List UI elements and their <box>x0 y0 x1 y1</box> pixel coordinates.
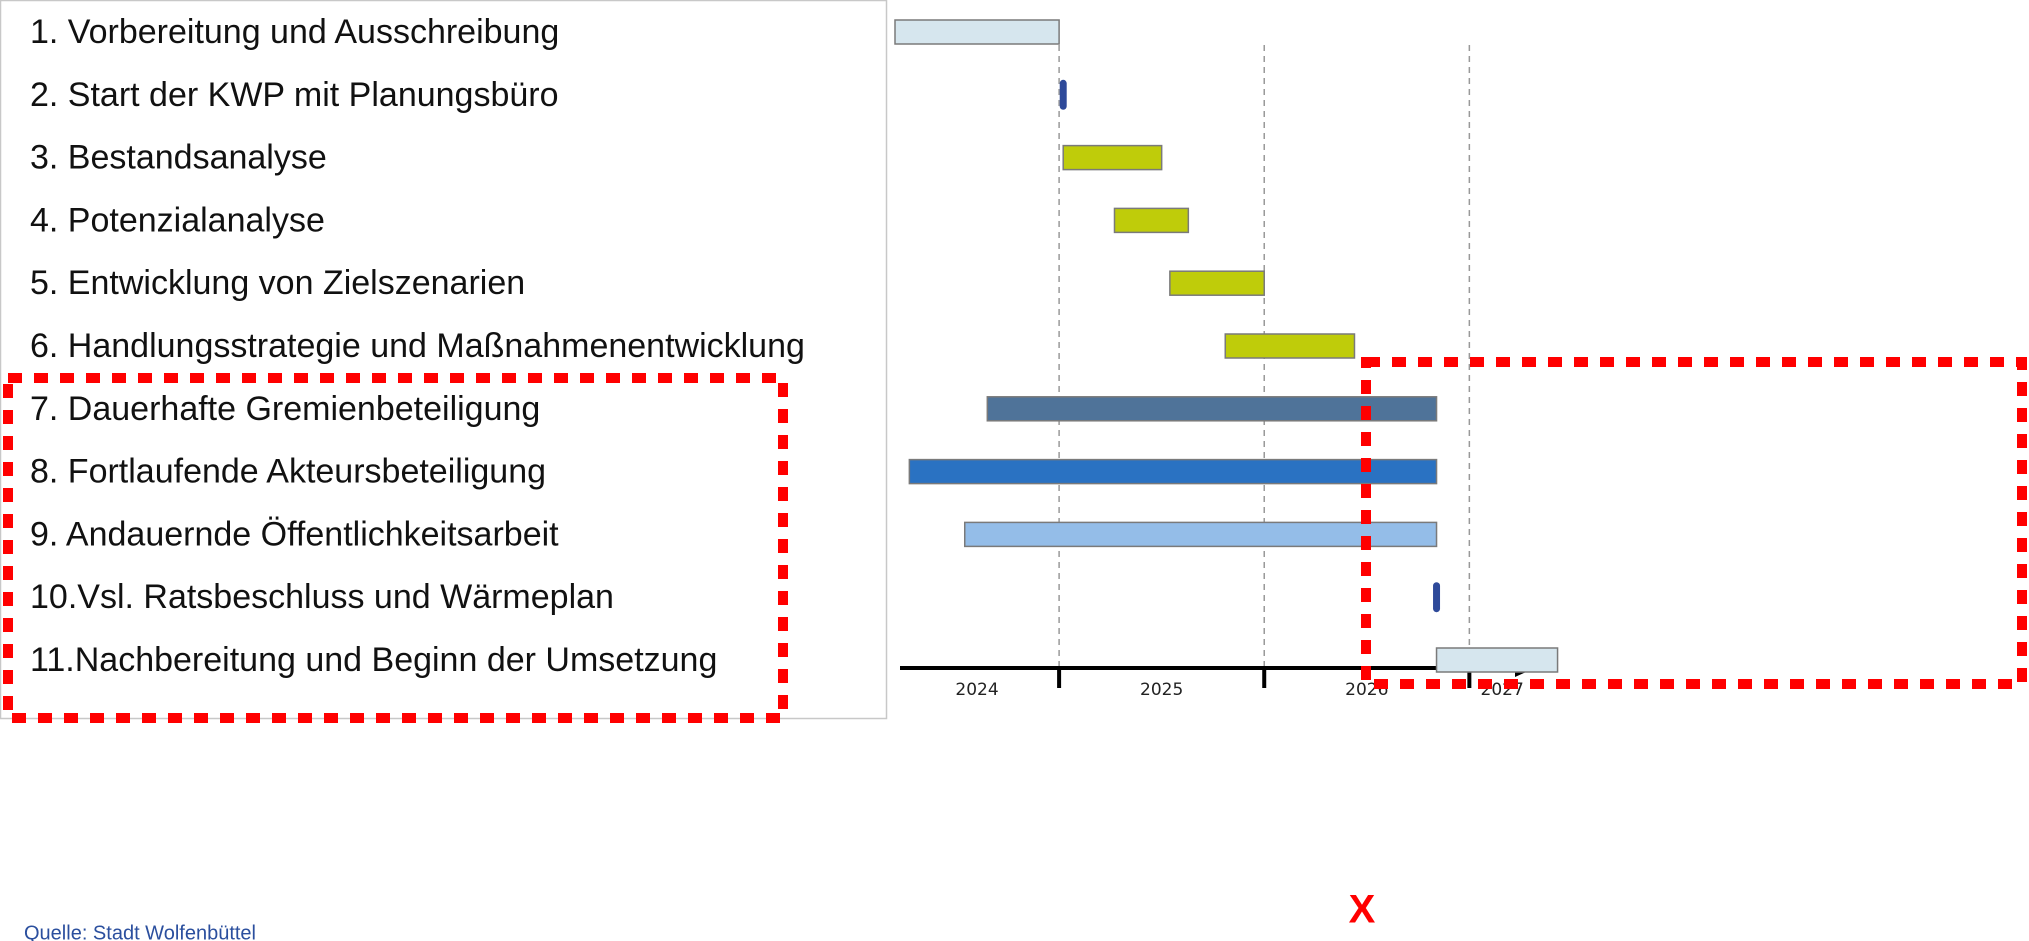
milestone <box>1433 582 1441 613</box>
source: Quelle: Stadt Wolfenbüttel <box>24 922 256 941</box>
annotation: X <box>1349 888 1376 932</box>
task-bar <box>1062 144 1163 171</box>
task-label: 2. Start der KWP mit Planungsbüro <box>30 76 559 114</box>
task-label: 7. Dauerhafte Gremienbeteiligung <box>30 390 540 428</box>
task-label: 6. Handlungsstrategie und Maßnahmenentwi… <box>30 327 805 365</box>
milestone <box>1059 79 1067 110</box>
task-bar <box>1224 333 1356 359</box>
task-label: 8. Fortlaufende Akteursbeteiligung <box>30 453 546 491</box>
task-bar <box>894 19 1060 45</box>
task-bar <box>908 458 1438 485</box>
task-label: 5. Entwicklung von Zielszenarien <box>30 264 525 302</box>
task-label: 3. Bestandsanalyse <box>30 139 327 177</box>
task-label: 11.Nachbereitung und Beginn der Umsetzun… <box>30 641 717 679</box>
label-panel <box>0 0 888 720</box>
task-bar <box>963 521 1438 548</box>
task-label: 10.Vsl. Ratsbeschluss und Wärmeplan <box>30 578 614 616</box>
task-bar <box>1169 270 1265 296</box>
year-label: 2025 <box>1140 680 1183 700</box>
task-label: 1. Vorbereitung und Ausschreibung <box>30 13 559 51</box>
highlight-box <box>1361 357 2027 689</box>
task-bar <box>1113 207 1190 234</box>
task-bar <box>1435 647 1559 673</box>
task-label: 4. Potenzialanalyse <box>30 201 325 239</box>
year-label: 2024 <box>955 680 998 700</box>
highlight-box <box>3 373 788 723</box>
task-label: 9. Andauernde Öffentlichkeitsarbeit <box>30 515 559 553</box>
